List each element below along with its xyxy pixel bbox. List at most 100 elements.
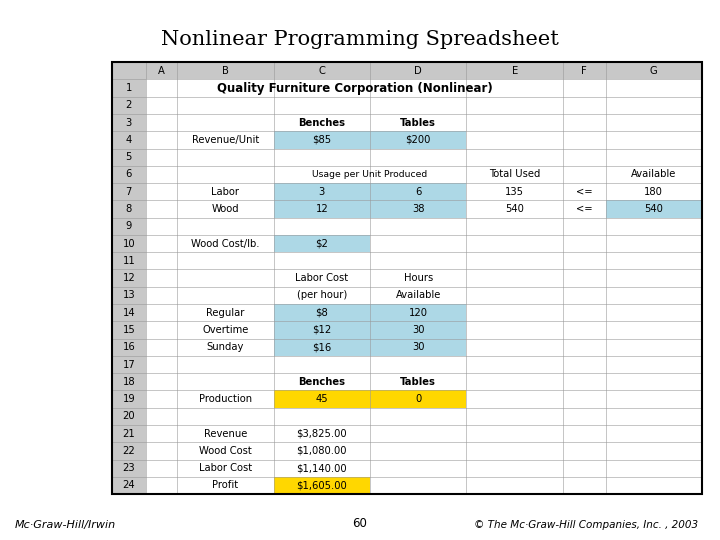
Text: 23: 23 (122, 463, 135, 473)
Text: (per hour): (per hour) (297, 291, 347, 300)
Text: 45: 45 (315, 394, 328, 404)
Bar (274, 131, 370, 148)
Bar (112, 148, 146, 166)
Text: 16: 16 (122, 342, 135, 352)
Bar (112, 79, 146, 97)
Bar (606, 62, 702, 79)
Text: $8: $8 (315, 308, 328, 318)
Bar (274, 304, 370, 321)
Bar (112, 62, 146, 79)
Bar (112, 408, 146, 425)
Text: Hours: Hours (404, 273, 433, 283)
Text: B: B (222, 66, 229, 76)
Text: F: F (581, 66, 587, 76)
Text: 6: 6 (125, 170, 132, 179)
Text: Overtime: Overtime (202, 325, 248, 335)
Text: 3: 3 (319, 187, 325, 197)
Bar (274, 339, 370, 356)
Text: 21: 21 (122, 429, 135, 438)
Text: 540: 540 (505, 204, 524, 214)
Text: 18: 18 (122, 377, 135, 387)
Bar (370, 62, 467, 79)
Text: $1,605.00: $1,605.00 (297, 481, 347, 490)
Text: 6: 6 (415, 187, 421, 197)
Bar (370, 200, 467, 218)
Bar (274, 477, 370, 494)
Bar (112, 321, 146, 339)
Text: Regular: Regular (206, 308, 245, 318)
Text: Production: Production (199, 394, 252, 404)
Bar (370, 390, 467, 408)
Text: Total Used: Total Used (489, 170, 541, 179)
Text: Revenue: Revenue (204, 429, 247, 438)
Bar (370, 339, 467, 356)
Text: 12: 12 (315, 204, 328, 214)
Bar (177, 62, 274, 79)
Bar (146, 79, 563, 97)
Text: 540: 540 (644, 204, 663, 214)
Bar (370, 321, 467, 339)
Text: 10: 10 (122, 239, 135, 248)
Bar (112, 166, 146, 183)
Text: Usage per Unit Produced: Usage per Unit Produced (312, 170, 428, 179)
Bar (112, 97, 146, 114)
Text: 4: 4 (126, 135, 132, 145)
Text: Available: Available (395, 291, 441, 300)
Text: Available: Available (631, 170, 677, 179)
Bar (112, 287, 146, 304)
Text: 120: 120 (409, 308, 428, 318)
Bar (274, 183, 370, 200)
Bar (112, 460, 146, 477)
Bar (112, 252, 146, 269)
Text: 8: 8 (126, 204, 132, 214)
Bar (112, 114, 146, 131)
Bar (112, 218, 146, 235)
Bar (112, 131, 146, 148)
Bar (274, 321, 370, 339)
Text: 135: 135 (505, 187, 524, 197)
Bar (112, 425, 146, 442)
Bar (563, 62, 606, 79)
Text: 12: 12 (122, 273, 135, 283)
Text: $2: $2 (315, 239, 328, 248)
Text: Quality Furniture Corporation (Nonlinear): Quality Furniture Corporation (Nonlinear… (217, 82, 492, 94)
Text: Benches: Benches (298, 377, 346, 387)
Text: Revenue/Unit: Revenue/Unit (192, 135, 259, 145)
Text: $85: $85 (312, 135, 331, 145)
Text: 1: 1 (125, 83, 132, 93)
Text: $3,825.00: $3,825.00 (297, 429, 347, 438)
Text: D: D (415, 66, 422, 76)
Bar (112, 200, 146, 218)
Bar (112, 183, 146, 200)
Text: Sunday: Sunday (207, 342, 244, 352)
Text: 17: 17 (122, 360, 135, 369)
Bar (370, 131, 467, 148)
Text: 5: 5 (125, 152, 132, 162)
Text: Labor Cost: Labor Cost (199, 463, 252, 473)
Bar (370, 183, 467, 200)
Text: $1,140.00: $1,140.00 (297, 463, 347, 473)
Text: $12: $12 (312, 325, 331, 335)
Text: $200: $200 (405, 135, 431, 145)
Text: G: G (650, 66, 657, 76)
Text: $1,080.00: $1,080.00 (297, 446, 347, 456)
Bar (112, 304, 146, 321)
Bar (274, 200, 370, 218)
Bar (112, 269, 146, 287)
Text: Wood Cost/lb.: Wood Cost/lb. (191, 239, 259, 248)
Text: Tables: Tables (400, 118, 436, 127)
Text: Benches: Benches (298, 118, 346, 127)
Bar (112, 62, 702, 494)
Text: 30: 30 (412, 325, 425, 335)
Text: Labor: Labor (211, 187, 239, 197)
Text: 180: 180 (644, 187, 663, 197)
Bar (274, 390, 370, 408)
Text: Labor Cost: Labor Cost (295, 273, 348, 283)
Text: 2: 2 (125, 100, 132, 110)
Text: Wood Cost: Wood Cost (199, 446, 251, 456)
Bar (112, 235, 146, 252)
Text: A: A (158, 66, 165, 76)
Bar (274, 235, 370, 252)
Text: $16: $16 (312, 342, 331, 352)
Text: Wood: Wood (212, 204, 239, 214)
